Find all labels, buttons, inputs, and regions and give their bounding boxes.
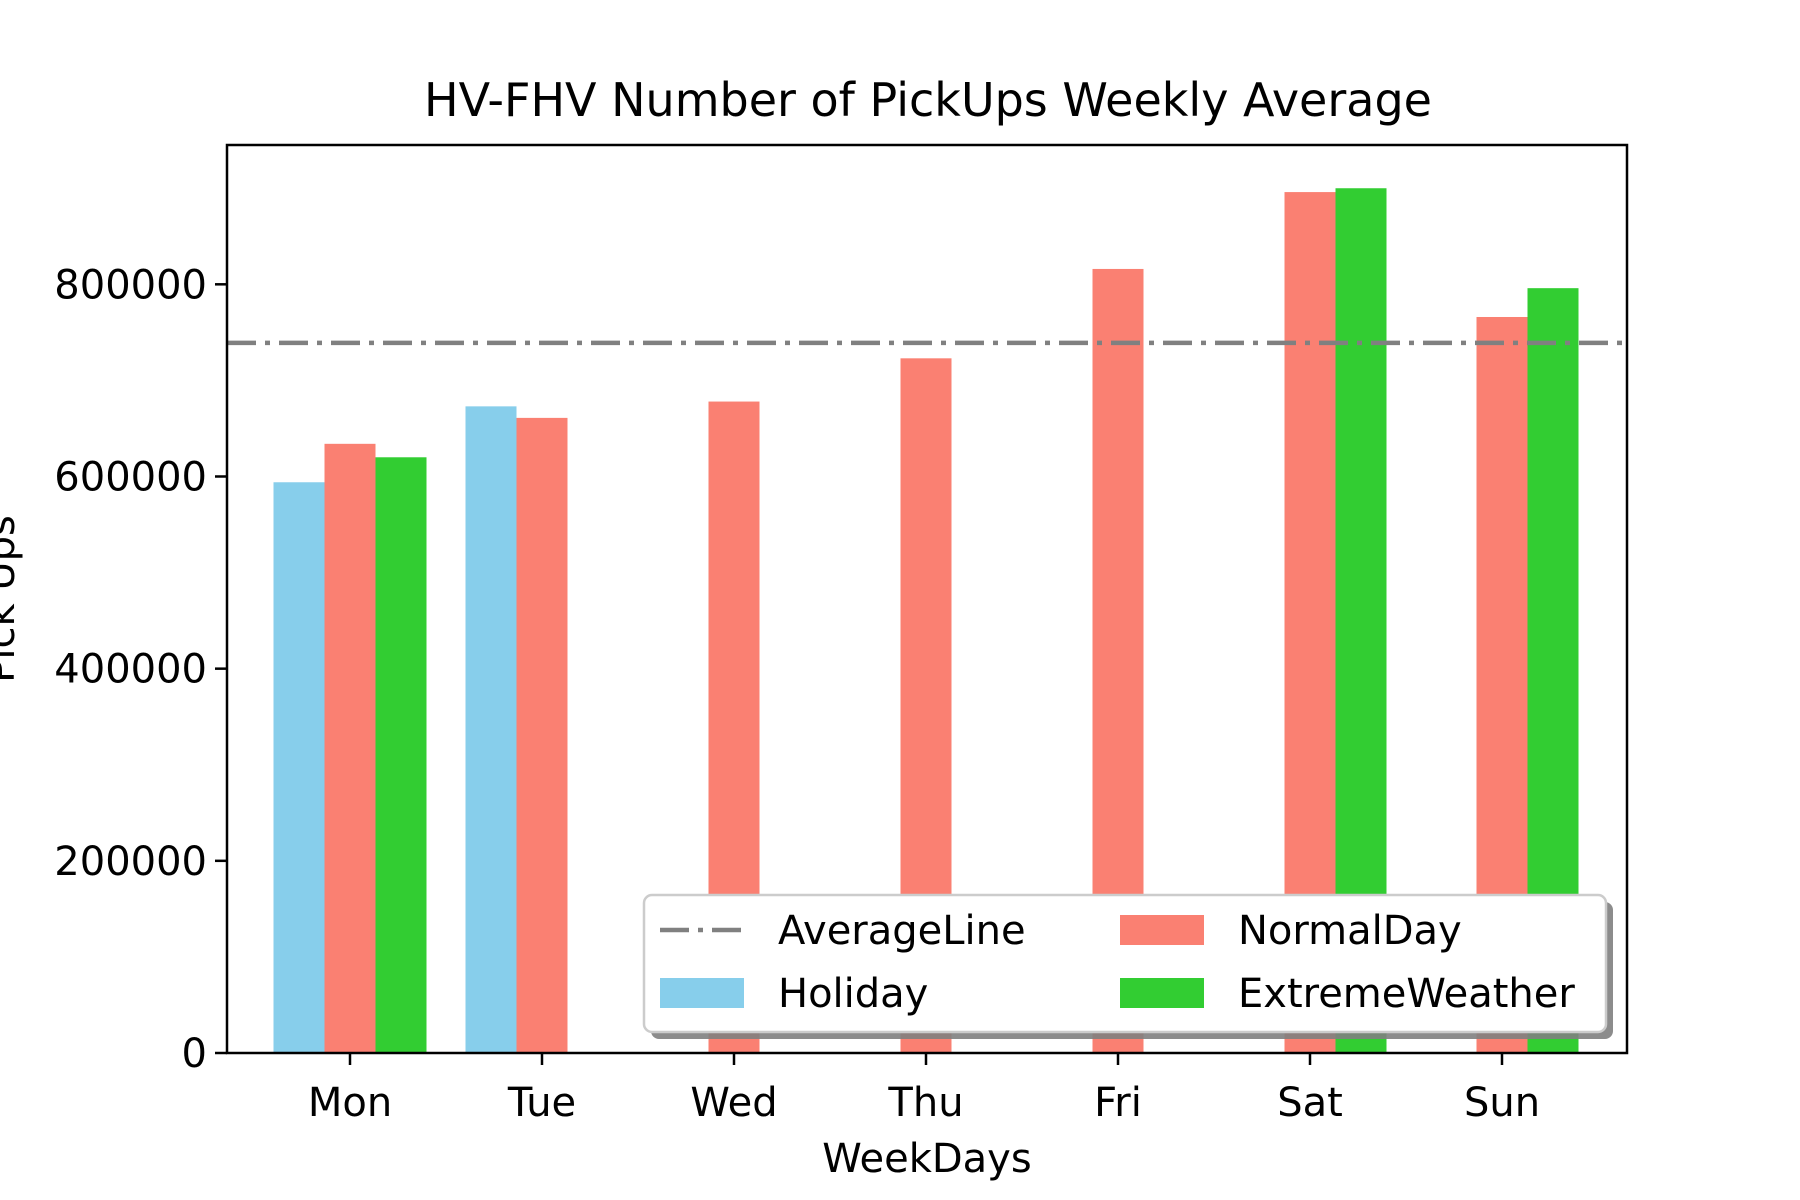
y-tick-label: 0 (182, 1031, 207, 1077)
legend: AverageLine NormalDay Holiday ExtremeWeathe… (642, 893, 1613, 1039)
x-tick-label-sat: Sat (1277, 1080, 1343, 1126)
legend-label-holiday: Holiday (778, 971, 928, 1017)
legend-box (642, 893, 1608, 1034)
y-tick-label: 200000 (54, 839, 207, 885)
chart-title: HV-FHV Number of PickUps Weekly Average (424, 73, 1432, 127)
x-axis-label: WeekDays (822, 1136, 1031, 1182)
bar-holiday-mon (273, 482, 325, 1053)
legend-swatch-holiday (660, 978, 744, 1008)
x-tick-label-wed: Wed (690, 1080, 777, 1126)
y-tick-label: 600000 (54, 454, 207, 500)
x-tick-label-sun: Sun (1464, 1080, 1540, 1126)
x-tick-label-thu: Thu (887, 1080, 963, 1126)
bar-extremeweather-mon (375, 457, 427, 1053)
x-tick-label-tue: Tue (507, 1080, 576, 1126)
y-tick-label: 400000 (54, 647, 207, 693)
legend-label-extremeweather: ExtremeWeather (1238, 971, 1575, 1017)
x-tick-label-fri: Fri (1094, 1080, 1142, 1126)
y-axis-label: Pick Ups (0, 515, 24, 683)
y-axis: 0 200000 400000 600000 800000 (54, 262, 227, 1077)
bar-normalday-tue (516, 417, 568, 1053)
legend-label-averageline: AverageLine (778, 908, 1026, 954)
bar-normalday-mon (324, 443, 376, 1053)
legend-swatch-extremeweather (1120, 978, 1204, 1008)
x-tick-label-mon: Mon (308, 1080, 392, 1126)
legend-label-normalday: NormalDay (1238, 908, 1462, 954)
x-axis: Mon Tue Wed Thu Fri Sat Sun (308, 1053, 1540, 1126)
bar-holiday-tue (465, 406, 517, 1054)
y-tick-label: 800000 (54, 262, 207, 308)
legend-swatch-normalday (1120, 915, 1204, 945)
